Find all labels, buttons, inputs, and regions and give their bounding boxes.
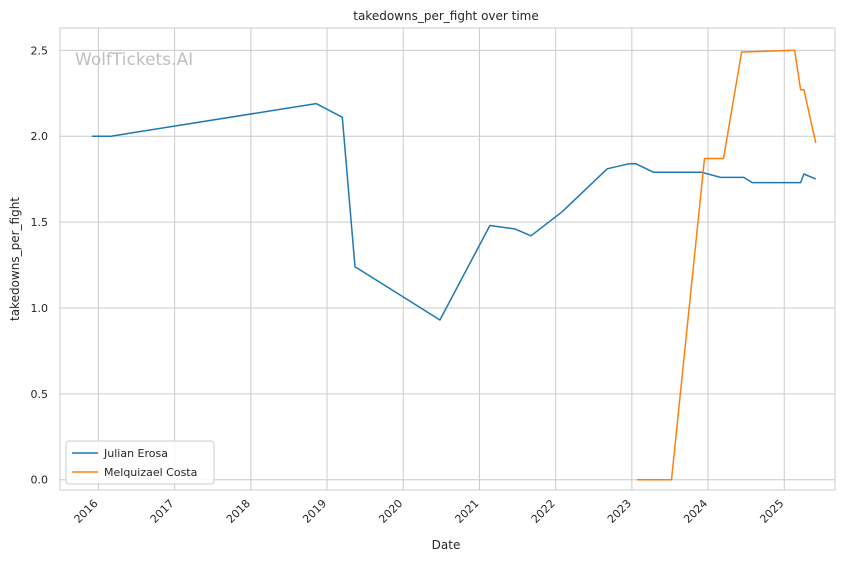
y-tick-label: 2.5 <box>31 44 49 57</box>
x-tick-label: 2020 <box>376 497 405 526</box>
plot-frame <box>59 27 836 491</box>
y-tick-label: 0.0 <box>31 474 49 487</box>
x-tick-label: 2022 <box>529 497 558 526</box>
y-tick-label: 0.5 <box>31 388 49 401</box>
x-tick-label: 2021 <box>453 497 482 526</box>
watermark-text: WolfTickets.AI <box>75 50 193 70</box>
y-axis-label: takedowns_per_fight <box>8 197 22 321</box>
series-line-1 <box>91 102 817 321</box>
series-line-2 <box>636 49 817 481</box>
legend-label: Melquizael Costa <box>104 466 197 479</box>
y-tick-label: 2.0 <box>31 130 49 143</box>
grid <box>60 28 835 490</box>
legend-box <box>65 440 215 485</box>
x-tick-label: 2017 <box>148 497 177 526</box>
legend-label: Julian Erosa <box>103 447 168 460</box>
x-tick-label: 2023 <box>605 497 634 526</box>
x-tick-label: 2024 <box>681 497 710 526</box>
series-lines <box>91 49 817 481</box>
legend: Julian Erosa Melquizael Costa <box>65 440 215 485</box>
x-axis-label: Date <box>432 538 461 552</box>
x-tick-label: 2019 <box>300 497 329 526</box>
x-axis-ticks: 2016 2017 2018 2019 2020 2021 2022 2023 2024 2025 <box>72 497 787 526</box>
x-tick-label: 2018 <box>224 497 253 526</box>
x-tick-label: 2025 <box>757 497 786 526</box>
chart-title: takedowns_per_fight over time <box>353 9 539 23</box>
x-tick-label: 2016 <box>72 497 101 526</box>
y-tick-label: 1.5 <box>31 216 49 229</box>
y-axis-ticks: 0.0 0.5 1.0 1.5 2.0 2.5 <box>31 44 49 486</box>
y-tick-label: 1.0 <box>31 302 49 315</box>
